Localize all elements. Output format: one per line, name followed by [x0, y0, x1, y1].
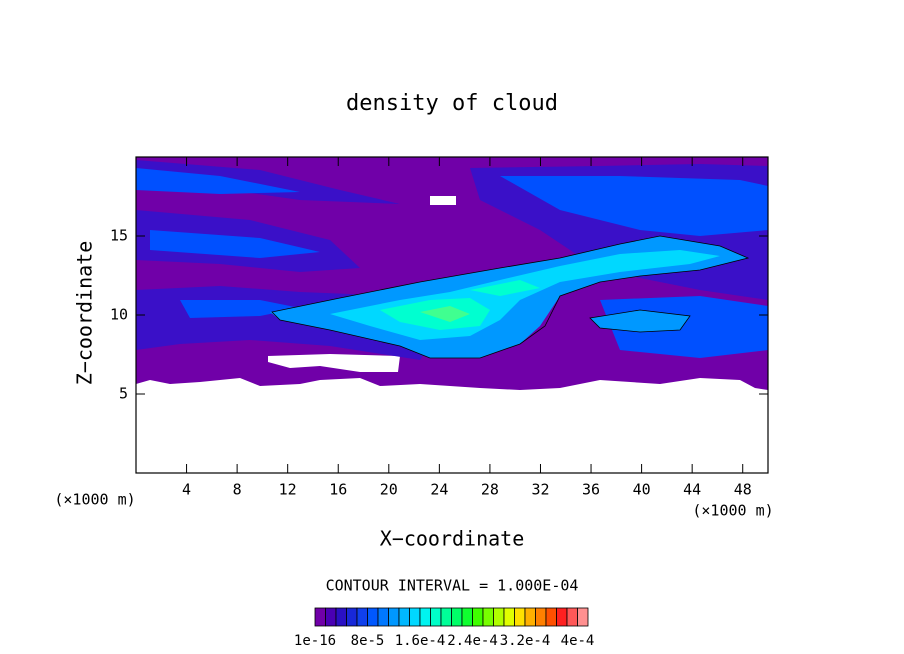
x-tick-label: 16 — [329, 481, 347, 499]
field-green — [420, 306, 470, 322]
colorbar-box — [430, 607, 442, 627]
colorbar-box — [451, 607, 463, 627]
y-tick-label: 10 — [110, 306, 128, 324]
colorbar-box — [493, 607, 505, 627]
field-aqua — [380, 280, 540, 330]
x-tick-label: 8 — [233, 481, 242, 499]
colorbar-box — [503, 607, 515, 627]
field-hole — [430, 196, 456, 205]
colorbar-box — [440, 607, 452, 627]
x-unit: (×1000 m) — [692, 502, 773, 520]
y-tick-label: 5 — [119, 385, 128, 403]
colorbar-box — [346, 607, 358, 627]
colorbar-box — [314, 607, 326, 627]
x-tick-label: 12 — [279, 481, 297, 499]
x-tick-label: 40 — [633, 481, 651, 499]
y-unit: (×1000 m) — [54, 491, 135, 509]
colorbar-label: 4e-4 — [561, 633, 595, 649]
colorbar-box — [388, 607, 400, 627]
x-axis-label: X−coordinate — [380, 527, 525, 551]
colorbar-box — [356, 607, 368, 627]
colorbar-box — [524, 607, 536, 627]
colorbar-label: 3.2e-4 — [500, 633, 551, 649]
colorbar-label: 2.4e-4 — [447, 633, 498, 649]
x-tick-label: 24 — [430, 481, 448, 499]
chart-title: density of cloud — [346, 91, 558, 116]
colorbar-box — [409, 607, 421, 627]
colorbar-box — [377, 607, 389, 627]
field-blue — [136, 168, 768, 358]
colorbar-box — [398, 607, 410, 627]
colorbar-label: 1e-16 — [294, 633, 336, 649]
y-axis-label: Z−coordinate — [73, 241, 97, 386]
colorbar-label: 8e-5 — [351, 633, 385, 649]
contour-interval: CONTOUR INTERVAL = 1.000E-04 — [326, 577, 579, 595]
colorbar-box — [461, 607, 473, 627]
x-tick-label: 48 — [734, 481, 752, 499]
colorbar-box — [577, 607, 589, 627]
contour-field — [136, 157, 768, 390]
colorbar-box — [482, 607, 494, 627]
colorbar-box — [545, 607, 557, 627]
colorbar-box — [556, 607, 568, 627]
x-tick-label: 32 — [531, 481, 549, 499]
contour-line — [271, 235, 750, 359]
colorbar-box — [419, 607, 431, 627]
x-tick-label: 20 — [380, 481, 398, 499]
x-tick-label: 44 — [683, 481, 701, 499]
x-tick-label: 4 — [182, 481, 191, 499]
y-tick-label: 15 — [110, 227, 128, 245]
colorbar-box — [472, 607, 484, 627]
field-white-gap — [268, 354, 400, 372]
colorbar-label: 1.6e-4 — [395, 633, 446, 649]
colorbar-box — [535, 607, 547, 627]
x-tick-label: 36 — [582, 481, 600, 499]
colorbar-box — [367, 607, 379, 627]
colorbar-box — [566, 607, 578, 627]
colorbar-box — [335, 607, 347, 627]
x-tick-label: 28 — [481, 481, 499, 499]
colorbar-box — [325, 607, 337, 627]
colorbar-box — [514, 607, 526, 627]
